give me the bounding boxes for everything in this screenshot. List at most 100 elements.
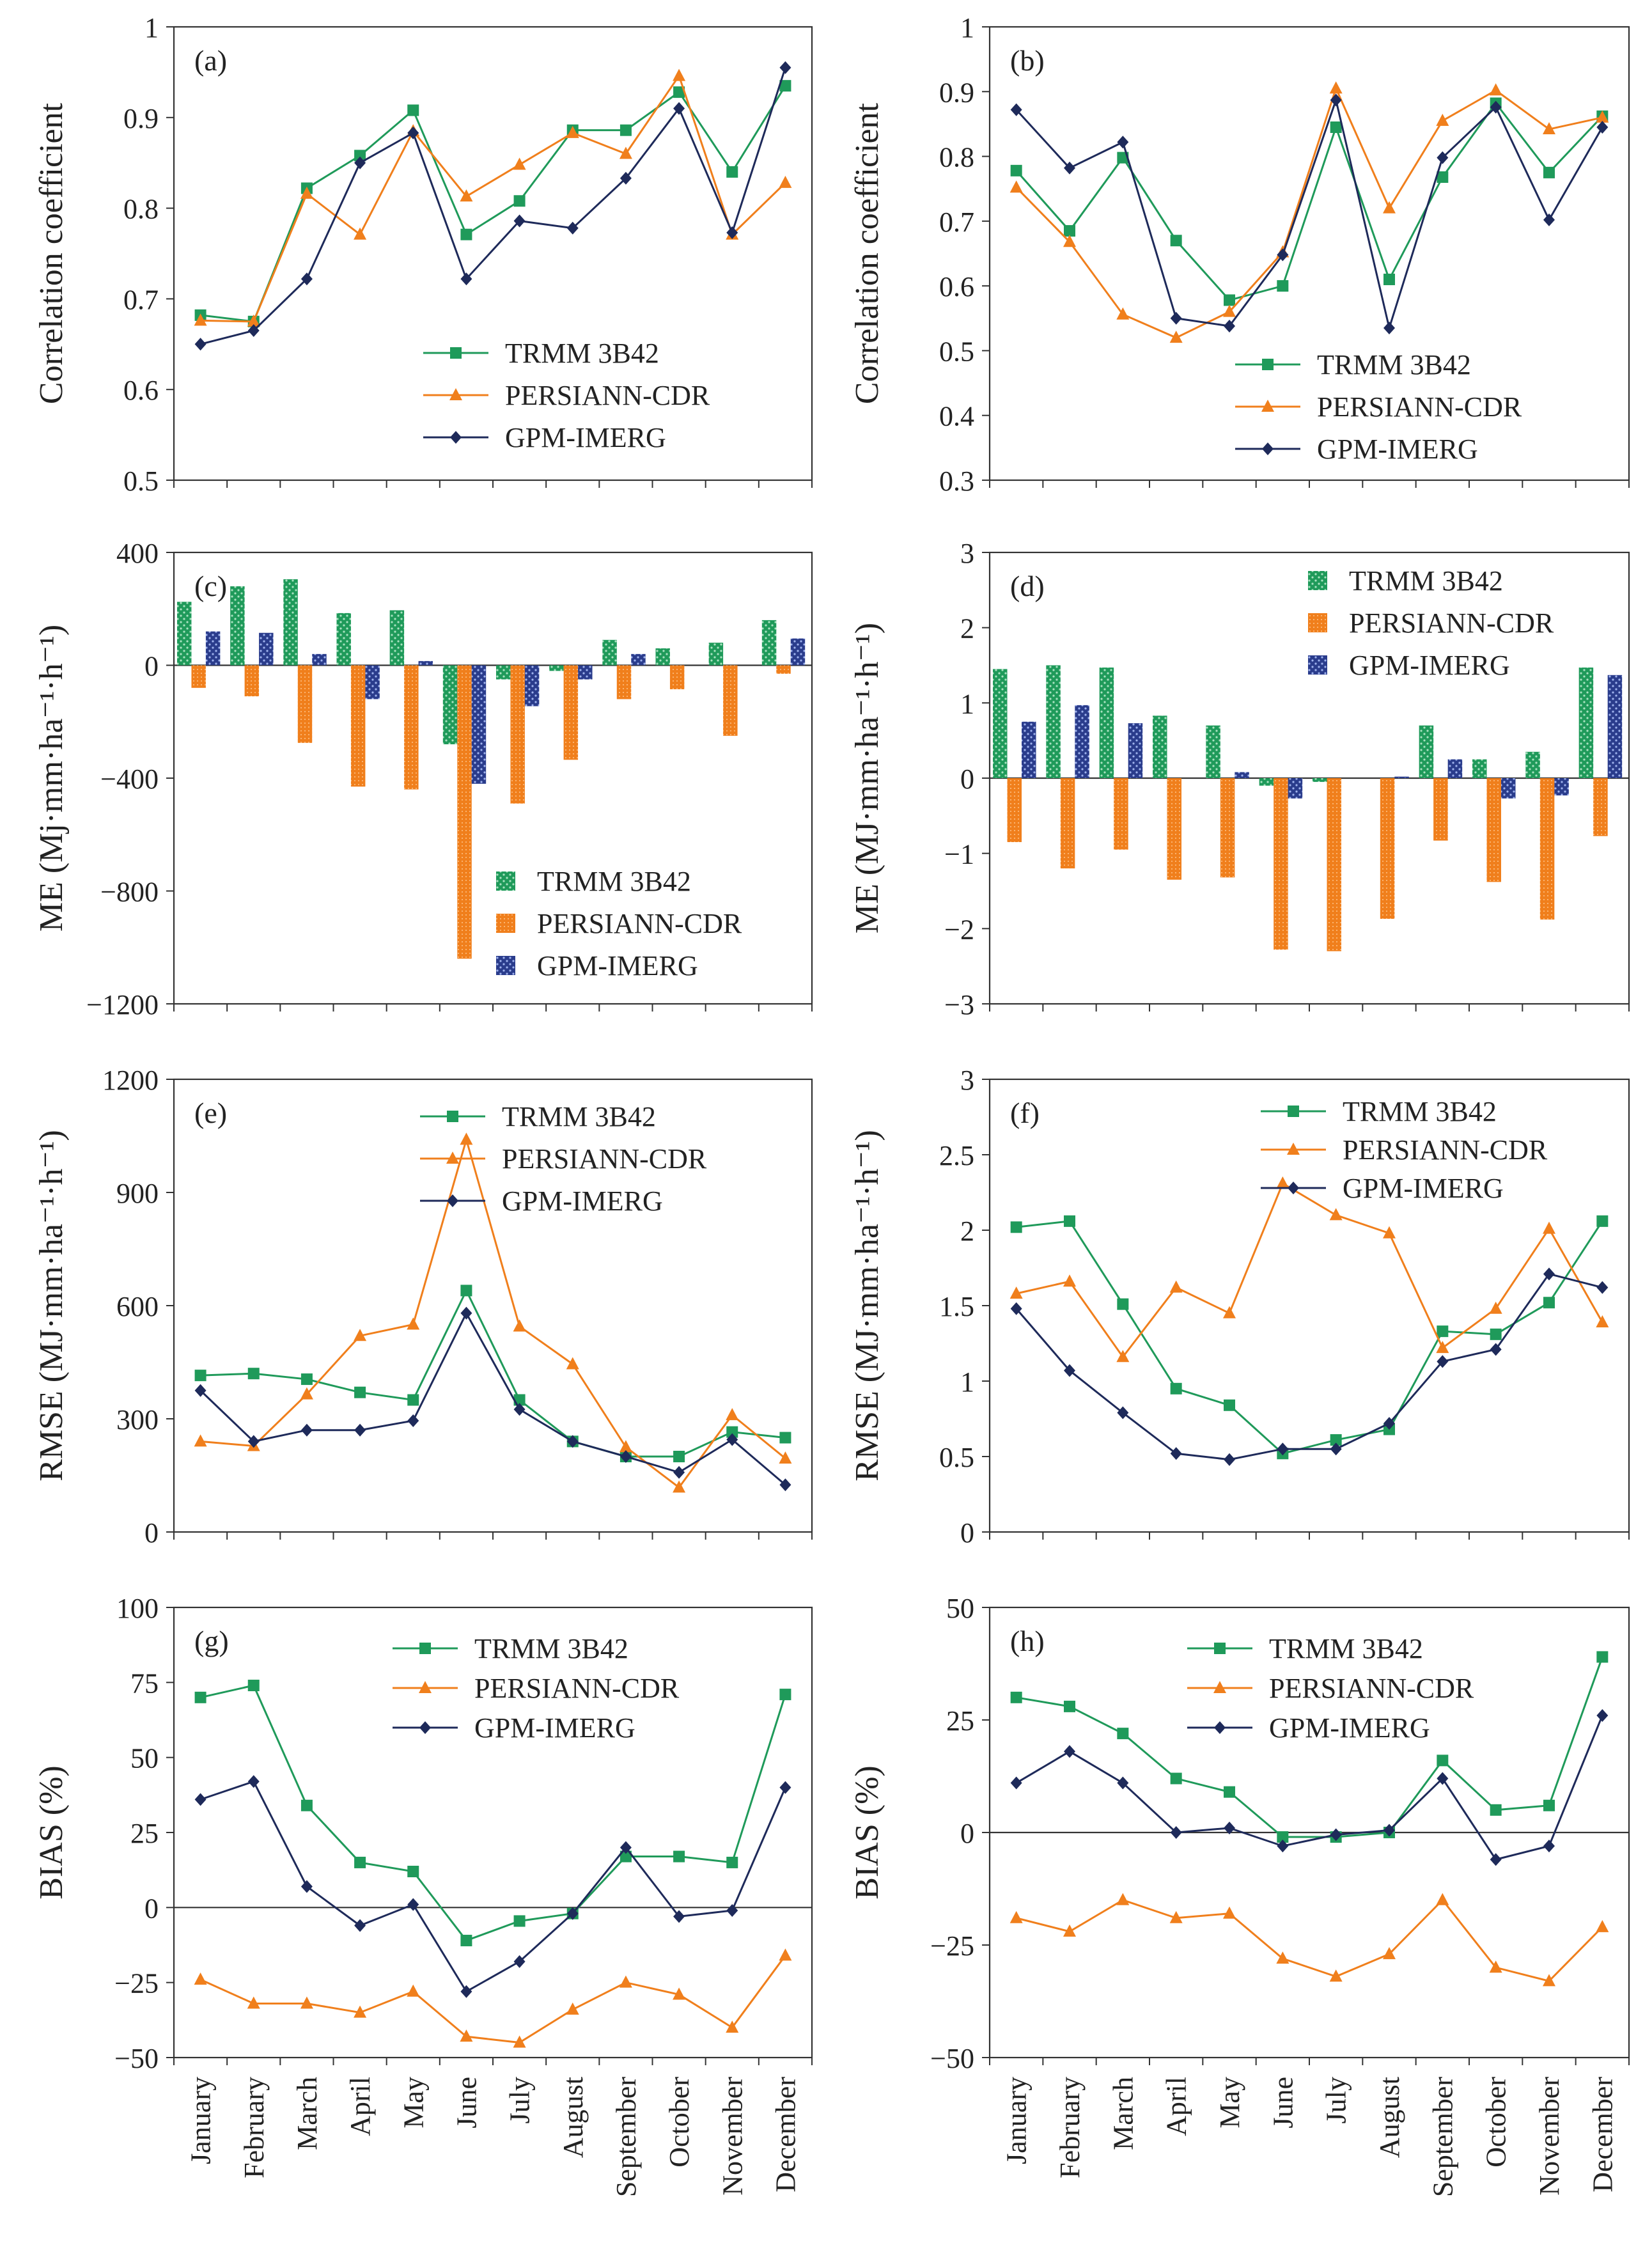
- legend-swatch-gpm: [1308, 655, 1327, 675]
- point-trmm-3b42-october: [1490, 1328, 1502, 1340]
- point-gpm-imerg-february: [247, 324, 260, 338]
- bar-gpm-imerg-december: [1607, 675, 1623, 778]
- point-trmm-3b42-september: [620, 124, 632, 136]
- bar-persiann-cdr-september: [616, 665, 632, 699]
- point-trmm-3b42-september: [1437, 1754, 1449, 1767]
- point-trmm-3b42-january: [1010, 1691, 1022, 1703]
- point-trmm-3b42-september: [1437, 1325, 1449, 1338]
- series-line-gpm-imerg: [199, 1311, 786, 1486]
- point-trmm-3b42-october: [673, 1850, 685, 1863]
- point-persiann-cdr-october: [1489, 1960, 1502, 1973]
- month-label-february: February: [1054, 2077, 1086, 2178]
- y-tick-label: 0.6: [123, 375, 159, 406]
- point-gpm-imerg-july: [513, 1403, 526, 1416]
- bar-persiann-cdr-july: [510, 665, 525, 804]
- panels: 0.5 0.6 0.7 0.8 0.9 1 Correlation coefficient (…: [33, 12, 1630, 2197]
- point-gpm-imerg-april: [354, 1423, 366, 1437]
- legend-marker-trmm: [1262, 359, 1274, 370]
- point-gpm-imerg-may: [407, 126, 419, 139]
- y-tick-label: 25: [130, 1818, 159, 1849]
- series-line-trmm-3b42: [1016, 1656, 1603, 1838]
- point-gpm-imerg-october: [1490, 1853, 1502, 1866]
- y-tick-label: 600: [116, 1291, 159, 1322]
- month-label-june: June: [451, 2077, 482, 2129]
- legend-marker-persiann: [1287, 1143, 1300, 1155]
- month-label-may: May: [1214, 2077, 1245, 2129]
- bar-gpm-imerg-july: [524, 665, 540, 707]
- bar-trmm-3b42-march: [283, 579, 298, 666]
- point-trmm-3b42-november: [1543, 1297, 1555, 1309]
- point-trmm-3b42-january: [194, 1691, 207, 1703]
- bar-gpm-imerg-january: [205, 631, 221, 666]
- bar-persiann-cdr-march: [297, 665, 313, 743]
- bar-persiann-cdr-february: [244, 665, 260, 697]
- point-trmm-3b42-april: [354, 1386, 366, 1398]
- point-trmm-3b42-july: [1330, 1434, 1342, 1446]
- panel-label: (b): [1010, 44, 1045, 77]
- point-gpm-imerg-april: [1170, 311, 1182, 325]
- bar-persiann-cdr-october: [1486, 778, 1501, 882]
- y-tick-label: 50: [130, 1743, 159, 1774]
- point-gpm-imerg-june: [1277, 1442, 1289, 1456]
- legend-marker-gpm: [1288, 1182, 1299, 1194]
- y-tick-label: 0.8: [939, 142, 974, 173]
- legend-label-gpm: GPM-IMERG: [505, 422, 666, 453]
- point-trmm-3b42-october: [673, 1451, 685, 1462]
- point-gpm-imerg-may: [1224, 319, 1235, 332]
- point-trmm-3b42-december: [1596, 1215, 1609, 1227]
- y-tick-label: 0: [960, 763, 974, 795]
- point-gpm-imerg-october: [673, 102, 685, 115]
- bar-persiann-cdr-january: [191, 665, 206, 688]
- series-line-gpm-imerg: [1015, 1715, 1603, 1861]
- legend-marker-trmm: [1214, 1643, 1226, 1654]
- point-trmm-3b42-november: [1543, 166, 1555, 178]
- point-persiann-cdr-february: [247, 314, 260, 327]
- bar-persiann-cdr-october: [669, 665, 685, 690]
- point-gpm-imerg-december: [779, 61, 791, 74]
- point-persiann-cdr-july: [513, 1319, 526, 1332]
- point-gpm-imerg-september: [620, 1450, 632, 1463]
- legend-label-persiann: PERSIANN-CDR: [1343, 1134, 1548, 1166]
- point-persiann-cdr-december: [1596, 1315, 1609, 1327]
- point-trmm-3b42-july: [1330, 121, 1342, 133]
- bar-gpm-imerg-march: [1128, 723, 1143, 778]
- point-persiann-cdr-april: [1169, 1910, 1183, 1923]
- point-trmm-3b42-june: [460, 1285, 472, 1297]
- point-gpm-imerg-november: [1543, 213, 1555, 226]
- bar-gpm-imerg-september: [1447, 759, 1463, 778]
- point-trmm-3b42-december: [779, 1689, 791, 1701]
- point-persiann-cdr-may: [1223, 1306, 1236, 1318]
- bar-gpm-imerg-january: [1022, 721, 1036, 778]
- y-tick-label: −1: [944, 839, 974, 870]
- point-persiann-cdr-august: [1383, 201, 1396, 214]
- y-tick-label: 2: [960, 613, 974, 645]
- point-persiann-cdr-october: [1489, 1301, 1502, 1314]
- bar-gpm-imerg-march: [312, 653, 327, 666]
- series-line-persiann-cdr: [1016, 1182, 1603, 1359]
- series-line-trmm-3b42: [1016, 1220, 1603, 1455]
- point-persiann-cdr-july: [1329, 1208, 1343, 1221]
- bar-trmm-3b42-february: [1046, 665, 1061, 778]
- point-gpm-imerg-july: [513, 1955, 526, 1968]
- point-trmm-3b42-june: [460, 1934, 472, 1946]
- legend-label-gpm: GPM-IMERG: [474, 1712, 635, 1744]
- point-persiann-cdr-july: [1329, 81, 1343, 94]
- bar-trmm-3b42-september: [602, 639, 617, 666]
- point-gpm-imerg-august: [1383, 1824, 1395, 1837]
- y-tick-label: 0.3: [939, 465, 974, 497]
- legend-marker-persiann: [1261, 400, 1274, 412]
- legend-label-gpm: GPM-IMERG: [537, 950, 698, 981]
- point-gpm-imerg-august: [566, 1907, 579, 1920]
- y-axis-label: Correlation coefficient: [33, 102, 70, 404]
- series-line-gpm-imerg: [200, 1780, 786, 1993]
- y-tick-label: −25: [930, 1930, 974, 1962]
- point-trmm-3b42-may: [1224, 1786, 1235, 1798]
- point-persiann-cdr-february: [1063, 235, 1076, 247]
- legend-label-gpm: GPM-IMERG: [1269, 1712, 1430, 1744]
- point-persiann-cdr-january: [194, 1972, 207, 1985]
- point-trmm-3b42-march: [300, 1373, 313, 1386]
- month-label-april: April: [1161, 2077, 1192, 2136]
- legend-label-gpm: GPM-IMERG: [502, 1185, 663, 1217]
- bar-gpm-imerg-april: [365, 665, 380, 699]
